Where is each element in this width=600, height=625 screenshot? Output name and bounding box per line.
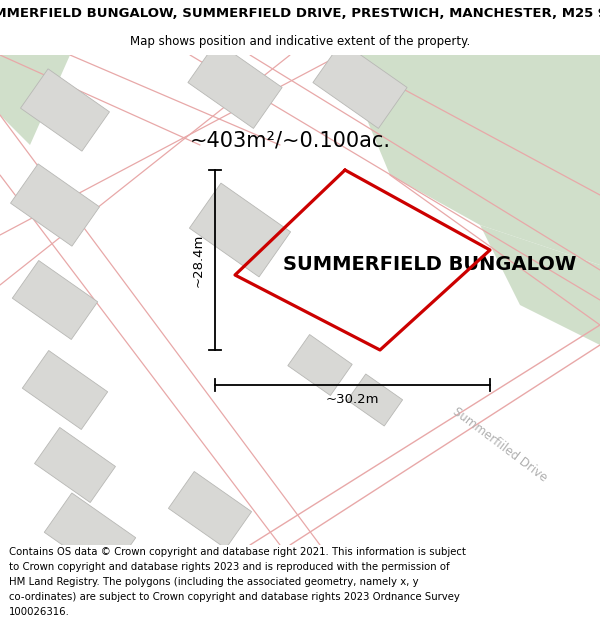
Polygon shape	[44, 493, 136, 577]
Polygon shape	[480, 225, 600, 345]
Polygon shape	[190, 183, 290, 277]
Text: Map shows position and indicative extent of the property.: Map shows position and indicative extent…	[130, 35, 470, 48]
Polygon shape	[20, 69, 109, 151]
Polygon shape	[22, 351, 107, 429]
Text: co-ordinates) are subject to Crown copyright and database rights 2023 Ordnance S: co-ordinates) are subject to Crown copyr…	[9, 592, 460, 602]
Polygon shape	[13, 261, 98, 339]
Polygon shape	[169, 471, 251, 549]
Polygon shape	[188, 42, 282, 128]
Text: SUMMERFIELD BUNGALOW: SUMMERFIELD BUNGALOW	[283, 256, 577, 274]
Polygon shape	[35, 428, 115, 503]
Text: ~30.2m: ~30.2m	[326, 393, 379, 406]
Text: 100026316.: 100026316.	[9, 607, 70, 617]
Polygon shape	[340, 55, 600, 265]
Text: to Crown copyright and database rights 2023 and is reproduced with the permissio: to Crown copyright and database rights 2…	[9, 562, 449, 572]
Text: Contains OS data © Crown copyright and database right 2021. This information is : Contains OS data © Crown copyright and d…	[9, 548, 466, 558]
Polygon shape	[11, 164, 100, 246]
Text: HM Land Registry. The polygons (including the associated geometry, namely x, y: HM Land Registry. The polygons (includin…	[9, 577, 419, 587]
Text: ~403m²/~0.100ac.: ~403m²/~0.100ac.	[190, 130, 391, 150]
Polygon shape	[288, 334, 352, 396]
Text: ~28.4m: ~28.4m	[192, 233, 205, 287]
Text: Summerfiiled Drive: Summerfiiled Drive	[451, 406, 550, 484]
Polygon shape	[0, 55, 70, 145]
Polygon shape	[313, 42, 407, 128]
Polygon shape	[347, 374, 403, 426]
Text: SUMMERFIELD BUNGALOW, SUMMERFIELD DRIVE, PRESTWICH, MANCHESTER, M25 9XS: SUMMERFIELD BUNGALOW, SUMMERFIELD DRIVE,…	[0, 8, 600, 20]
